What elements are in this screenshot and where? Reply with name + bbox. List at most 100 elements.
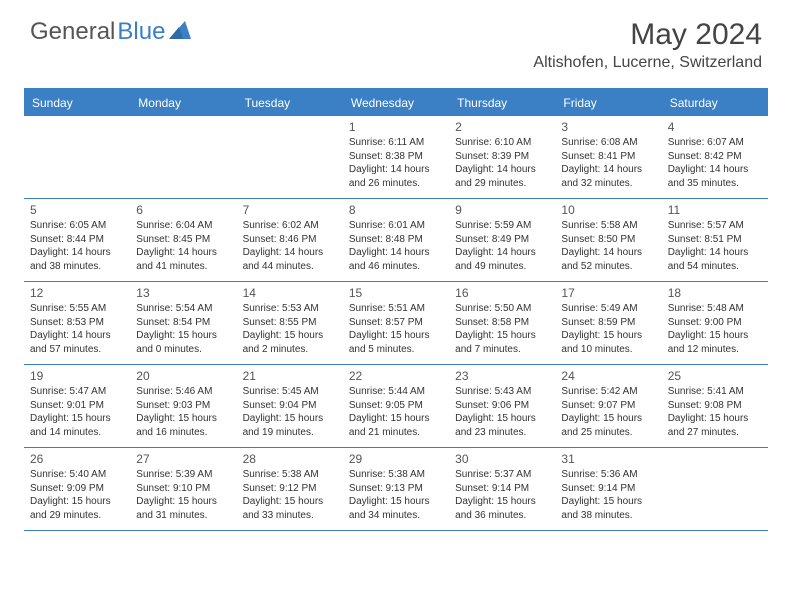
day-number: 29 [349,452,443,466]
day-info: Sunrise: 5:53 AMSunset: 8:55 PMDaylight:… [243,302,337,356]
day-number: 19 [30,369,124,383]
week-row: 1Sunrise: 6:11 AMSunset: 8:38 PMDaylight… [24,116,768,199]
day-cell: 9 Sunrise: 5:59 AMSunset: 8:49 PMDaylight… [449,199,555,281]
day-info: Sunrise: 5:51 AMSunset: 8:57 PMDaylight:… [349,302,443,356]
logo-text-general: General [30,18,115,46]
day-info: Sunrise: 5:48 AMSunset: 9:00 PMDaylight:… [668,302,762,356]
day-number: 25 [668,369,762,383]
day-cell: 18 Sunrise: 5:48 AMSunset: 9:00 PMDayligh… [662,282,768,364]
day-cell: 8Sunrise: 6:01 AMSunset: 8:48 PMDaylight… [343,199,449,281]
header: GeneralBlue May 2024 Altishofen, Lucerne… [0,0,792,80]
week-row: 19 Sunrise: 5:47 AMSunset: 9:01 PMDayligh… [24,365,768,448]
day-header-cell: Friday [555,90,661,116]
title-block: May 2024 Altishofen, Lucerne, Switzerlan… [533,18,762,72]
day-cell [130,116,236,198]
day-info: Sunrise: 5:46 AMSunset: 9:03 PMDaylight:… [136,385,230,439]
day-number: 7 [243,203,337,217]
day-cell: 20 Sunrise: 5:46 AMSunset: 9:03 PMDayligh… [130,365,236,447]
day-number: 17 [561,286,655,300]
day-cell: 2Sunrise: 6:10 AMSunset: 8:39 PMDaylight… [449,116,555,198]
day-info: Sunrise: 6:08 AMSunset: 8:41 PMDaylight:… [561,136,655,190]
day-number: 28 [243,452,337,466]
day-info: Sunrise: 5:43 AMSunset: 9:06 PMDaylight:… [455,385,549,439]
day-number: 9 [455,203,549,217]
day-cell: 29Sunrise: 5:38 AMSunset: 9:13 PMDayligh… [343,448,449,530]
day-info: Sunrise: 5:59 AMSunset: 8:49 PMDaylight:… [455,219,549,273]
day-cell: 5Sunrise: 6:05 AMSunset: 8:44 PMDaylight… [24,199,130,281]
day-number: 13 [136,286,230,300]
logo: GeneralBlue [30,18,191,46]
day-number: 16 [455,286,549,300]
day-cell: 24 Sunrise: 5:42 AMSunset: 9:07 PMDayligh… [555,365,661,447]
day-cell: 12 Sunrise: 5:55 AMSunset: 8:53 PMDayligh… [24,282,130,364]
day-cell: 16 Sunrise: 5:50 AMSunset: 8:58 PMDayligh… [449,282,555,364]
logo-triangle-icon [169,21,191,44]
day-number: 3 [561,120,655,134]
day-cell: 30 Sunrise: 5:37 AMSunset: 9:14 PMDayligh… [449,448,555,530]
day-number: 12 [30,286,124,300]
day-number: 21 [243,369,337,383]
day-header-cell: Tuesday [237,90,343,116]
day-cell: 13 Sunrise: 5:54 AMSunset: 8:54 PMDayligh… [130,282,236,364]
day-info: Sunrise: 5:36 AMSunset: 9:14 PMDaylight:… [561,468,655,522]
day-cell: 14 Sunrise: 5:53 AMSunset: 8:55 PMDayligh… [237,282,343,364]
day-info: Sunrise: 5:37 AMSunset: 9:14 PMDaylight:… [455,468,549,522]
day-cell [24,116,130,198]
calendar: SundayMondayTuesdayWednesdayThursdayFrid… [24,88,768,531]
week-row: 5Sunrise: 6:05 AMSunset: 8:44 PMDaylight… [24,199,768,282]
day-info: Sunrise: 6:04 AMSunset: 8:45 PMDaylight:… [136,219,230,273]
day-info: Sunrise: 6:07 AMSunset: 8:42 PMDaylight:… [668,136,762,190]
day-cell: 6Sunrise: 6:04 AMSunset: 8:45 PMDaylight… [130,199,236,281]
day-info: Sunrise: 5:44 AMSunset: 9:05 PMDaylight:… [349,385,443,439]
day-header-cell: Thursday [449,90,555,116]
day-header-cell: Saturday [662,90,768,116]
day-number: 20 [136,369,230,383]
day-info: Sunrise: 5:54 AMSunset: 8:54 PMDaylight:… [136,302,230,356]
day-info: Sunrise: 5:45 AMSunset: 9:04 PMDaylight:… [243,385,337,439]
day-info: Sunrise: 6:02 AMSunset: 8:46 PMDaylight:… [243,219,337,273]
day-info: Sunrise: 5:42 AMSunset: 9:07 PMDaylight:… [561,385,655,439]
day-info: Sunrise: 5:47 AMSunset: 9:01 PMDaylight:… [30,385,124,439]
day-number: 10 [561,203,655,217]
day-cell: 17Sunrise: 5:49 AMSunset: 8:59 PMDayligh… [555,282,661,364]
week-row: 26Sunrise: 5:40 AMSunset: 9:09 PMDayligh… [24,448,768,531]
day-number: 2 [455,120,549,134]
day-number: 11 [668,203,762,217]
day-cell: 31Sunrise: 5:36 AMSunset: 9:14 PMDayligh… [555,448,661,530]
day-header-row: SundayMondayTuesdayWednesdayThursdayFrid… [24,90,768,116]
day-cell [662,448,768,530]
day-cell: 23Sunrise: 5:43 AMSunset: 9:06 PMDayligh… [449,365,555,447]
day-cell: 10 Sunrise: 5:58 AMSunset: 8:50 PMDayligh… [555,199,661,281]
day-number: 15 [349,286,443,300]
day-header-cell: Sunday [24,90,130,116]
day-number: 1 [349,120,443,134]
day-header-cell: Wednesday [343,90,449,116]
month-title: May 2024 [533,18,762,52]
day-number: 30 [455,452,549,466]
day-number: 4 [668,120,762,134]
day-number: 18 [668,286,762,300]
day-number: 22 [349,369,443,383]
day-info: Sunrise: 5:55 AMSunset: 8:53 PMDaylight:… [30,302,124,356]
day-info: Sunrise: 5:50 AMSunset: 8:58 PMDaylight:… [455,302,549,356]
day-info: Sunrise: 5:40 AMSunset: 9:09 PMDaylight:… [30,468,124,522]
day-cell: 28Sunrise: 5:38 AMSunset: 9:12 PMDayligh… [237,448,343,530]
location-text: Altishofen, Lucerne, Switzerland [533,54,762,72]
day-info: Sunrise: 6:05 AMSunset: 8:44 PMDaylight:… [30,219,124,273]
day-cell: 27Sunrise: 5:39 AMSunset: 9:10 PMDayligh… [130,448,236,530]
day-cell: 26Sunrise: 5:40 AMSunset: 9:09 PMDayligh… [24,448,130,530]
day-cell [237,116,343,198]
day-cell: 7 Sunrise: 6:02 AMSunset: 8:46 PMDaylight… [237,199,343,281]
day-number: 24 [561,369,655,383]
day-cell: 25Sunrise: 5:41 AMSunset: 9:08 PMDayligh… [662,365,768,447]
day-cell: 3 Sunrise: 6:08 AMSunset: 8:41 PMDaylight… [555,116,661,198]
day-info: Sunrise: 5:39 AMSunset: 9:10 PMDaylight:… [136,468,230,522]
day-cell: 4 Sunrise: 6:07 AMSunset: 8:42 PMDaylight… [662,116,768,198]
day-cell: 15 Sunrise: 5:51 AMSunset: 8:57 PMDayligh… [343,282,449,364]
day-info: Sunrise: 5:58 AMSunset: 8:50 PMDaylight:… [561,219,655,273]
day-info: Sunrise: 6:01 AMSunset: 8:48 PMDaylight:… [349,219,443,273]
day-info: Sunrise: 5:57 AMSunset: 8:51 PMDaylight:… [668,219,762,273]
day-number: 14 [243,286,337,300]
week-row: 12 Sunrise: 5:55 AMSunset: 8:53 PMDayligh… [24,282,768,365]
day-cell: 19 Sunrise: 5:47 AMSunset: 9:01 PMDayligh… [24,365,130,447]
